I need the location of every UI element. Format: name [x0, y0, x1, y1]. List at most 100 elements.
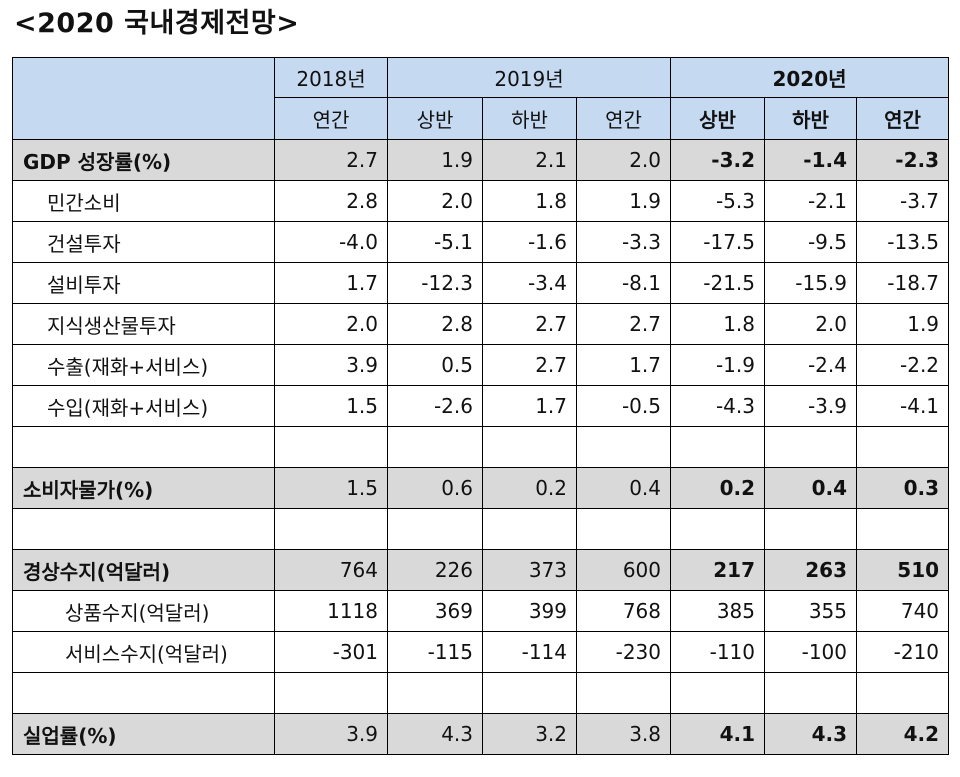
value-cell: 2.8 [387, 303, 483, 345]
table-row-blank [12, 426, 950, 468]
value-cell: -114 [482, 631, 577, 673]
value-cell: 2.8 [274, 180, 388, 222]
value-cell: 768 [576, 590, 671, 632]
period-2019-h2: 하반 [482, 97, 577, 140]
period-2019-h1: 상반 [387, 97, 483, 140]
table-row-blank [12, 508, 950, 550]
period-2019-annual: 연간 [576, 97, 671, 140]
value-cell [274, 508, 388, 550]
table-row-blank [12, 672, 950, 714]
value-cell: 1.8 [670, 303, 765, 345]
economic-outlook-table: 2018년 2019년 2020년 연간 상반 하반 연간 상반 하반 연간 G… [12, 57, 950, 755]
value-cell: -3.3 [576, 221, 671, 263]
value-cell: 3.8 [576, 713, 671, 755]
value-cell: -13.5 [855, 221, 950, 263]
table-row-gdp-growth: GDP 성장률(%) 2.7 1.9 2.1 2.0 -3.2 -1.4 -2.3 [12, 139, 950, 181]
value-cell: 4.1 [670, 713, 765, 755]
period-2018-annual: 연간 [274, 97, 388, 140]
table-row-private-consumption: 민간소비 2.8 2.0 1.8 1.9 -5.3 -2.1 -3.7 [12, 180, 950, 222]
value-cell: 0.5 [387, 344, 483, 386]
value-cell: -18.7 [855, 262, 950, 304]
row-label: 서비스수지(억달러) [12, 631, 275, 673]
row-label: GDP 성장률(%) [12, 139, 275, 181]
table-row-services-balance: 서비스수지(억달러) -301 -115 -114 -230 -110 -100 -210 [12, 631, 950, 673]
value-cell: 2.0 [387, 180, 483, 222]
table-row-exports: 수출(재화+서비스) 3.9 0.5 2.7 1.7 -1.9 -2.4 -2.2 [12, 344, 950, 386]
value-cell: 1.5 [274, 385, 388, 427]
value-cell: -15.9 [764, 262, 857, 304]
value-cell: -2.4 [764, 344, 857, 386]
value-cell: 2.0 [274, 303, 388, 345]
row-label: 상품수지(억달러) [12, 590, 275, 632]
row-label: 경상수지(억달러) [12, 549, 275, 591]
period-2020-h1: 상반 [670, 97, 765, 140]
year-2018: 2018년 [274, 57, 388, 98]
value-cell: 399 [482, 590, 577, 632]
value-cell [482, 672, 577, 714]
value-cell: 740 [855, 590, 950, 632]
row-label: 설비투자 [12, 262, 275, 304]
value-cell: 2.0 [764, 303, 857, 345]
value-cell [670, 426, 765, 468]
value-cell [855, 426, 950, 468]
row-label: 민간소비 [12, 180, 275, 222]
value-cell: 3.2 [482, 713, 577, 755]
value-cell: -301 [274, 631, 388, 673]
value-cell [576, 426, 671, 468]
table-row-construction-investment: 건설투자 -4.0 -5.1 -1.6 -3.3 -17.5 -9.5 -13.5 [12, 221, 950, 263]
row-label: 소비자물가(%) [12, 467, 275, 509]
value-cell: -21.5 [670, 262, 765, 304]
year-2020: 2020년 [669, 57, 950, 98]
value-cell: -1.6 [482, 221, 577, 263]
row-label: 실업률(%) [12, 713, 275, 755]
value-cell: -2.2 [855, 344, 950, 386]
row-label [12, 508, 275, 550]
value-cell: 263 [764, 549, 857, 591]
value-cell: 2.0 [576, 139, 671, 181]
value-cell [482, 426, 577, 468]
value-cell: -9.5 [764, 221, 857, 263]
table-row-goods-balance: 상품수지(억달러) 1118 369 399 768 385 355 740 [12, 590, 950, 632]
value-cell: 3.9 [274, 344, 388, 386]
value-cell: 4.3 [764, 713, 857, 755]
value-cell: 600 [576, 549, 671, 591]
value-cell [855, 672, 950, 714]
value-cell [274, 672, 388, 714]
value-cell: 2.1 [482, 139, 577, 181]
value-cell [576, 508, 671, 550]
table-row-unemployment-rate: 실업률(%) 3.9 4.3 3.2 3.8 4.1 4.3 4.2 [12, 713, 950, 755]
value-cell: 4.3 [387, 713, 483, 755]
row-label: 건설투자 [12, 221, 275, 263]
value-cell: 355 [764, 590, 857, 632]
value-cell: -1.4 [764, 139, 857, 181]
header-row-years: 2018년 2019년 2020년 [12, 57, 950, 140]
value-cell: 226 [387, 549, 483, 591]
header-corner-cell [12, 57, 275, 140]
table-row-current-account: 경상수지(억달러) 764 226 373 600 217 263 510 [12, 549, 950, 591]
value-cell: 0.2 [482, 467, 577, 509]
value-cell [274, 426, 388, 468]
period-2020-h2: 하반 [764, 97, 857, 140]
value-cell [670, 508, 765, 550]
row-label: 수출(재화+서비스) [12, 344, 275, 386]
value-cell: 0.4 [764, 467, 857, 509]
value-cell: -100 [764, 631, 857, 673]
value-cell: 2.7 [482, 303, 577, 345]
value-cell: -230 [576, 631, 671, 673]
value-cell: 4.2 [855, 713, 950, 755]
value-cell: 369 [387, 590, 483, 632]
value-cell: -110 [670, 631, 765, 673]
value-cell: 1.9 [576, 180, 671, 222]
value-cell: 0.3 [855, 467, 950, 509]
row-label: 수입(재화+서비스) [12, 385, 275, 427]
header-row-periods: 연간 상반 하반 연간 상반 하반 연간 [13, 97, 950, 140]
value-cell [764, 508, 857, 550]
table-row-ip-products-investment: 지식생산물투자 2.0 2.8 2.7 2.7 1.8 2.0 1.9 [12, 303, 950, 345]
value-cell: -0.5 [576, 385, 671, 427]
value-cell: 373 [482, 549, 577, 591]
value-cell: -4.0 [274, 221, 388, 263]
value-cell: -3.9 [764, 385, 857, 427]
value-cell: 3.9 [274, 713, 388, 755]
table-row-equipment-investment: 설비투자 1.7 -12.3 -3.4 -8.1 -21.5 -15.9 -18.7 [12, 262, 950, 304]
value-cell: -3.7 [855, 180, 950, 222]
